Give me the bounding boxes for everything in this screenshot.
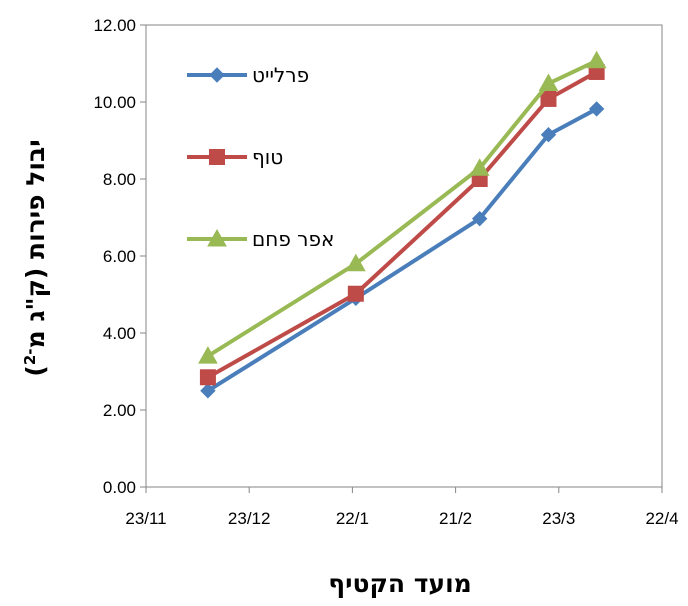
- data-point-square: [209, 149, 225, 165]
- x-tick-label: 23/11: [125, 509, 166, 528]
- x-tick-label: 22/4: [645, 509, 678, 528]
- x-axis-ticks: 23/11 23/12 22/1 21/2 23/3 22/4: [125, 487, 679, 528]
- legend-label: טוף: [252, 145, 283, 169]
- y-axis-title-sup: -2: [21, 348, 39, 365]
- data-point-triangle: [345, 253, 366, 272]
- data-point-triangle: [469, 158, 490, 176]
- data-point-diamond: [471, 210, 488, 227]
- data-point-diamond: [540, 127, 557, 143]
- legend-item: אפר פחם: [187, 227, 334, 251]
- data-point-triangle: [538, 73, 559, 92]
- legend: פרלייט טוף אפר פחם: [187, 63, 334, 251]
- y-axis-ticks: 0.00 2.00 4.00 6.00 8.00 10.00 12.00: [93, 16, 146, 497]
- y-axis-title-close: ): [21, 365, 50, 376]
- y-axis-title: יבול פירות (ק"ג מ-2): [21, 139, 50, 376]
- data-point-square: [199, 369, 216, 386]
- x-tick-label: 23/3: [542, 509, 575, 528]
- data-point-diamond: [200, 383, 216, 399]
- series-line: [206, 58, 598, 358]
- y-tick-label: 10.00: [93, 93, 136, 112]
- y-axis-title-main: יבול פירות (ק"ג מ: [21, 139, 50, 348]
- series-triangle: [198, 50, 607, 364]
- data-point-triangle: [207, 228, 227, 247]
- y-tick-label: 12.00: [93, 16, 136, 35]
- x-tick-label: 21/2: [439, 509, 472, 528]
- data-point-diamond: [588, 101, 605, 117]
- series-layer: [198, 50, 607, 399]
- x-axis-title: מועד הקטיף: [328, 569, 472, 598]
- data-point-diamond: [209, 67, 225, 83]
- y-tick-label: 6.00: [103, 247, 136, 266]
- x-tick-label: 23/12: [228, 509, 271, 528]
- y-tick-label: 4.00: [103, 324, 136, 343]
- data-point-triangle: [198, 346, 218, 364]
- plot-area: [145, 24, 663, 488]
- plot-border: [145, 24, 663, 488]
- legend-item: פרלייט: [187, 63, 309, 87]
- series-line: [206, 70, 598, 380]
- legend-label: פרלייט: [252, 63, 309, 87]
- y-tick-label: 8.00: [103, 170, 136, 189]
- data-point-square: [347, 285, 364, 302]
- series-square: [199, 63, 605, 386]
- data-point-square: [540, 90, 557, 107]
- legend-item: טוף: [187, 145, 283, 169]
- y-tick-label: 0.00: [103, 478, 136, 497]
- data-point-triangle: [586, 50, 607, 69]
- legend-label: אפר פחם: [252, 227, 334, 251]
- y-tick-label: 2.00: [103, 401, 136, 420]
- x-tick-label: 22/1: [336, 509, 369, 528]
